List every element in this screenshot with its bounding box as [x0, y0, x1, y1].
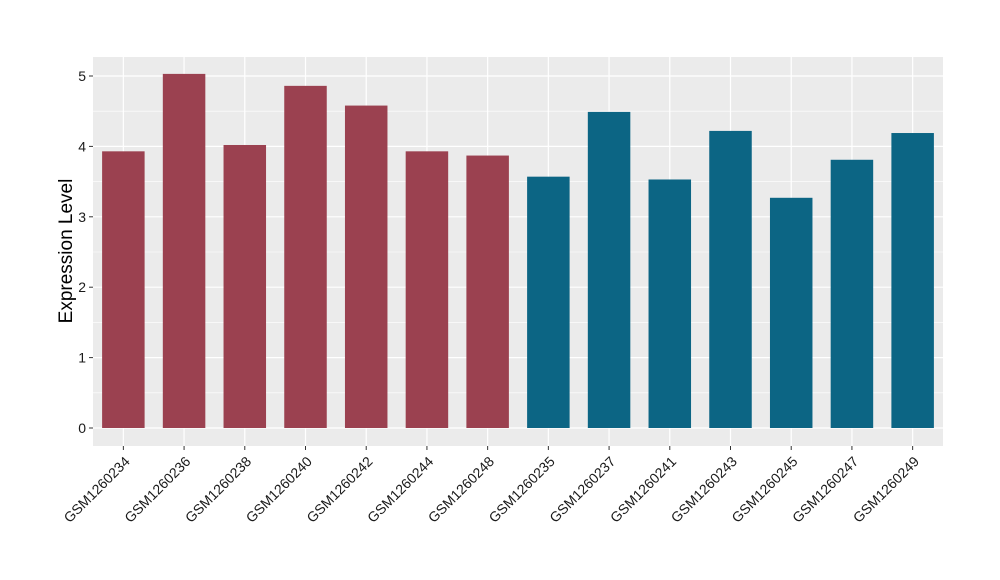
bar	[102, 151, 145, 428]
bar	[648, 179, 692, 428]
bar	[830, 159, 874, 428]
bar	[587, 111, 631, 429]
bar	[527, 176, 570, 428]
bar	[162, 73, 206, 428]
y-tick-label: 1	[78, 350, 86, 366]
y-tick-label: 3	[78, 209, 86, 225]
y-tick-label: 2	[78, 279, 86, 295]
y-tick-label: 4	[78, 138, 86, 154]
bar	[405, 151, 449, 428]
plot-panel	[93, 57, 943, 446]
bar	[344, 105, 388, 429]
bar	[769, 197, 813, 428]
bar	[223, 144, 267, 428]
y-tick-label: 0	[78, 420, 86, 436]
bar	[466, 155, 509, 428]
bars	[102, 73, 934, 429]
bar	[891, 133, 934, 429]
bar	[709, 130, 752, 429]
y-tick-label: 5	[78, 68, 86, 84]
bar	[284, 85, 327, 428]
y-axis-title: Expression Level	[56, 179, 77, 324]
